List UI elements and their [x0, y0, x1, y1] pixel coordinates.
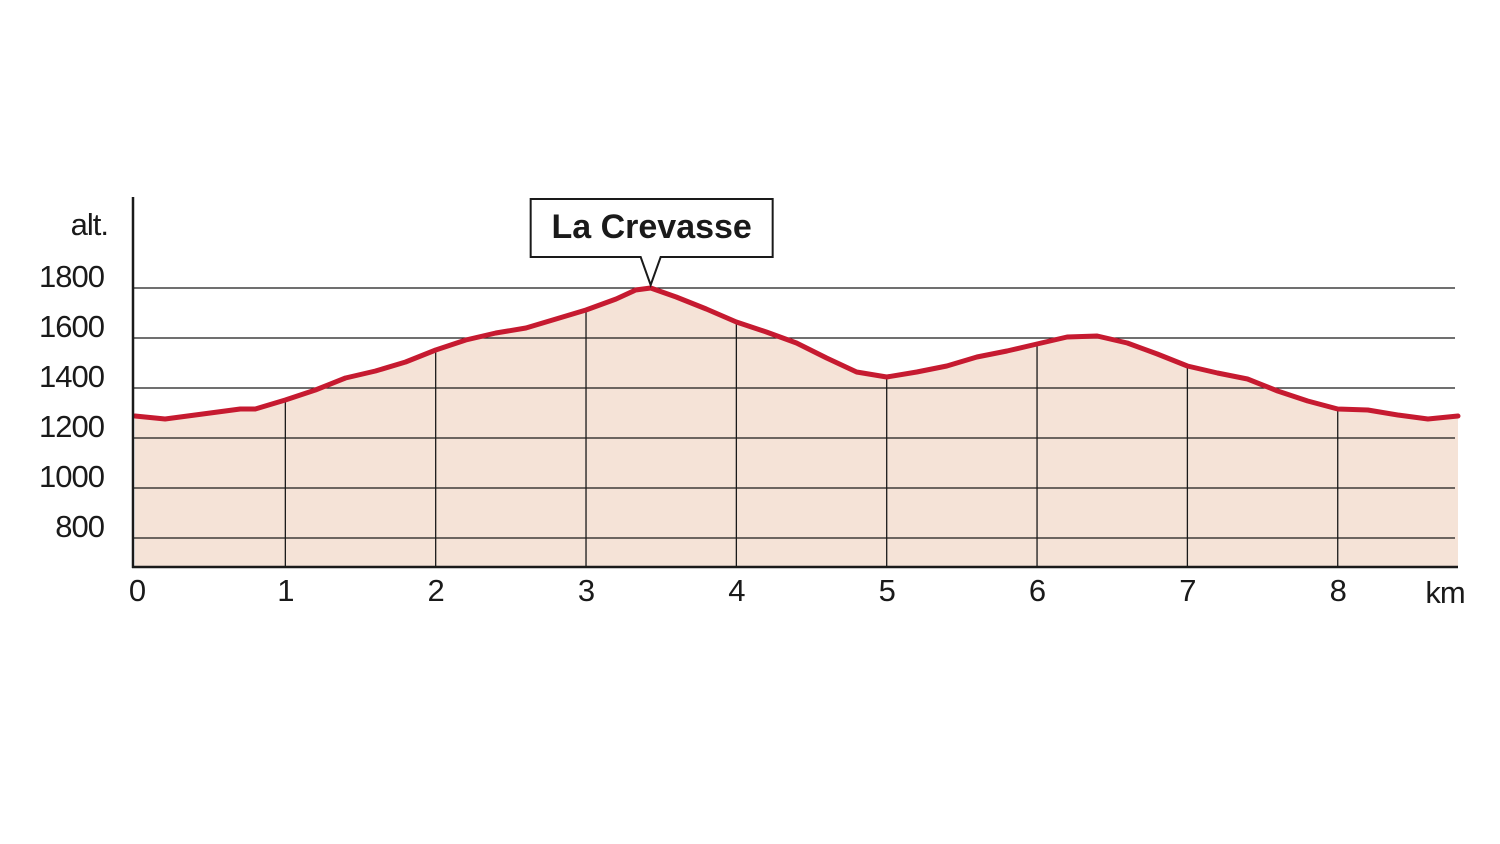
- y-tick-label: 1400: [39, 359, 105, 394]
- y-tick-label: 1800: [39, 259, 105, 294]
- x-tick-label: 2: [428, 573, 444, 608]
- y-tick-label: 1600: [39, 309, 105, 344]
- x-axis-label: km: [1425, 575, 1464, 610]
- x-tick-label: 0: [129, 573, 146, 608]
- area-fill: [135, 288, 1458, 567]
- x-tick-label: 3: [578, 573, 594, 608]
- annotation-box: [529, 198, 774, 288]
- y-tick-label: 1000: [39, 459, 105, 494]
- y-tick-label: 800: [55, 509, 104, 544]
- x-tick-label: 4: [728, 573, 745, 608]
- y-axis-label: alt.: [71, 207, 108, 242]
- y-tick-label: 1200: [39, 409, 105, 444]
- annotation-text: La Crevasse: [551, 208, 751, 246]
- x-tick-label: 1: [277, 573, 293, 608]
- x-tick-label: 8: [1330, 573, 1346, 608]
- x-tick-label: 7: [1179, 573, 1195, 608]
- elevation-line: [132, 285, 1461, 422]
- x-tick-label: 6: [1029, 573, 1045, 608]
- x-tick-label: 5: [879, 573, 895, 608]
